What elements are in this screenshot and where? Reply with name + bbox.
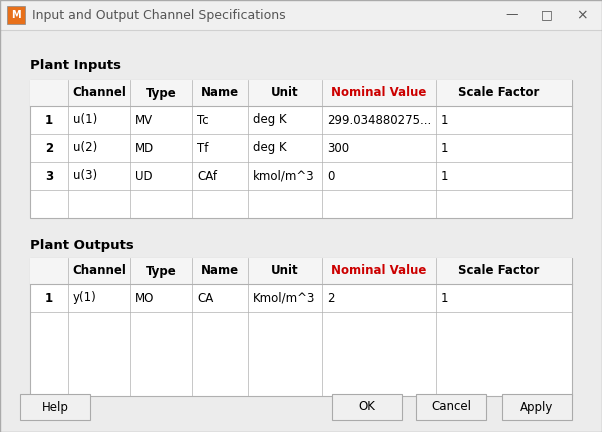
Text: Nominal Value: Nominal Value [331, 264, 427, 277]
Text: Kmol/m^3: Kmol/m^3 [253, 292, 315, 305]
Bar [502, 394, 572, 420]
Text: —: — [506, 9, 518, 22]
Text: Scale Factor: Scale Factor [458, 264, 539, 277]
Text: OK: OK [359, 400, 376, 413]
Text: Unit: Unit [271, 86, 299, 99]
Bar [7, 6, 25, 24]
Text: 3: 3 [45, 169, 53, 182]
Text: u(1): u(1) [73, 114, 98, 127]
Text: CAf: CAf [197, 169, 217, 182]
Bar [30, 258, 572, 284]
Text: Scale Factor: Scale Factor [458, 86, 539, 99]
Text: 1: 1 [441, 169, 448, 182]
Text: M: M [11, 10, 21, 20]
Text: Type: Type [146, 264, 176, 277]
Text: 1: 1 [45, 292, 53, 305]
Text: Apply: Apply [520, 400, 554, 413]
Text: Name: Name [201, 86, 239, 99]
Text: 1: 1 [441, 142, 448, 155]
Text: Help: Help [42, 400, 69, 413]
Text: 299.034880275...: 299.034880275... [327, 114, 431, 127]
Text: Tf: Tf [197, 142, 208, 155]
Text: Nominal Value: Nominal Value [331, 86, 427, 99]
Text: kmol/m^3: kmol/m^3 [253, 169, 315, 182]
Bar [30, 80, 572, 106]
Text: □: □ [541, 9, 553, 22]
Text: MD: MD [135, 142, 154, 155]
Text: u(3): u(3) [73, 169, 97, 182]
Text: Plant Outputs: Plant Outputs [30, 238, 134, 251]
Text: MV: MV [135, 114, 153, 127]
Text: Cancel: Cancel [431, 400, 471, 413]
Text: 300: 300 [327, 142, 349, 155]
Text: 1: 1 [441, 292, 448, 305]
Text: Name: Name [201, 264, 239, 277]
Text: 2: 2 [327, 292, 335, 305]
Text: 1: 1 [45, 114, 53, 127]
Text: Unit: Unit [271, 264, 299, 277]
Bar [332, 394, 402, 420]
Text: deg K: deg K [253, 142, 287, 155]
Text: Tc: Tc [197, 114, 209, 127]
Text: CA: CA [197, 292, 213, 305]
Text: y(1): y(1) [73, 292, 97, 305]
Text: 1: 1 [441, 114, 448, 127]
Bar [0, 0, 602, 30]
Text: Type: Type [146, 86, 176, 99]
Text: ×: × [576, 8, 588, 22]
Bar [30, 258, 572, 396]
Text: MO: MO [135, 292, 154, 305]
Text: Channel: Channel [72, 86, 126, 99]
Text: Input and Output Channel Specifications: Input and Output Channel Specifications [32, 9, 285, 22]
Text: UD: UD [135, 169, 153, 182]
Text: 0: 0 [327, 169, 334, 182]
Bar [20, 394, 90, 420]
Text: Plant Inputs: Plant Inputs [30, 58, 121, 72]
Text: deg K: deg K [253, 114, 287, 127]
Text: u(2): u(2) [73, 142, 98, 155]
Text: 2: 2 [45, 142, 53, 155]
Bar [30, 80, 572, 218]
Bar [416, 394, 486, 420]
Text: Channel: Channel [72, 264, 126, 277]
